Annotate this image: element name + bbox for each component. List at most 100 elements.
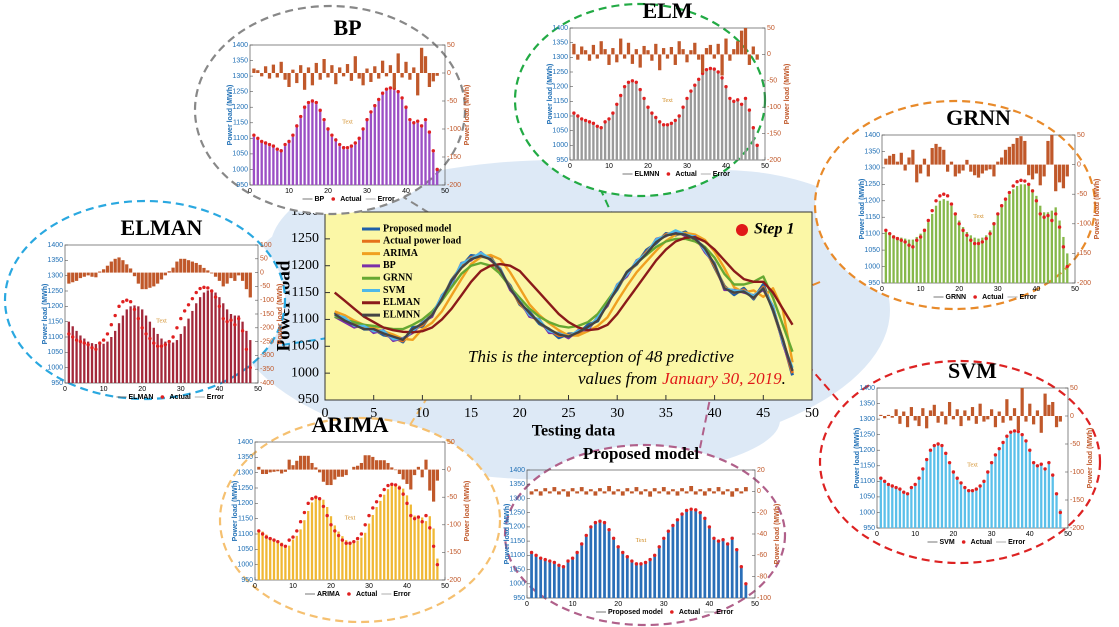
forecast-bar	[292, 137, 294, 185]
error-bar	[260, 73, 263, 76]
error-bar	[404, 62, 407, 73]
x-tick-label: 0	[568, 163, 572, 170]
actual-point	[982, 480, 985, 483]
sub-chart: SVM9501000105011001150120012501300135014…	[820, 358, 1100, 563]
error-bar	[562, 489, 566, 491]
actual-point	[311, 99, 314, 102]
actual-point	[1028, 449, 1031, 452]
x-tick-label: 0	[253, 583, 257, 590]
x-tick-label: 50	[1071, 286, 1079, 293]
error-bar	[990, 409, 993, 416]
actual-point	[990, 461, 993, 464]
actual-point	[214, 295, 217, 298]
y2-tick-label: -60	[757, 552, 767, 559]
actual-point	[900, 239, 903, 242]
forecast-bar	[576, 552, 579, 598]
forecast-bar	[667, 530, 670, 598]
actual-point	[210, 289, 213, 292]
y-tick-label: 1150	[510, 538, 525, 545]
forecast-bar	[99, 344, 101, 383]
actual-point	[888, 232, 891, 235]
actual-point	[400, 96, 403, 99]
actual-point	[412, 121, 415, 124]
x-tick-label: 30	[660, 601, 668, 608]
y2-tick-label: 0	[1070, 413, 1074, 420]
actual-point	[129, 300, 132, 303]
error-bar	[996, 162, 999, 165]
x-tick-label: 40	[722, 163, 730, 170]
x-tick-label: 50	[761, 163, 769, 170]
forecast-bar	[971, 491, 973, 528]
forecast-bar	[207, 290, 209, 383]
error-bar	[921, 408, 924, 416]
error-bar	[726, 489, 730, 491]
actual-point	[356, 537, 359, 540]
error-bar	[405, 470, 408, 484]
annotation-text: values from	[578, 369, 657, 388]
forecast-bar	[1040, 465, 1042, 528]
error-bar	[1032, 416, 1035, 424]
error-bar	[720, 54, 723, 75]
forecast-bar	[1025, 442, 1027, 528]
x-tick-label: 10	[605, 163, 613, 170]
actual-point	[71, 335, 74, 338]
actual-point	[596, 125, 599, 128]
error-bar	[400, 73, 403, 77]
actual-point	[548, 559, 551, 562]
actual-point	[1058, 225, 1061, 228]
actual-point	[152, 341, 155, 344]
y2-tick-label: -100	[757, 595, 771, 602]
actual-point	[276, 148, 279, 151]
forecast-bar	[983, 480, 985, 528]
forecast-bar	[288, 140, 290, 185]
forecast-bar	[164, 342, 166, 383]
sub-chart-title: GRNN	[946, 105, 1011, 130]
actual-point	[1062, 245, 1065, 248]
error-bar	[417, 467, 420, 470]
forecast-bar	[153, 328, 155, 383]
actual-point	[307, 502, 310, 505]
forecast-bar	[968, 489, 970, 528]
error-bar	[982, 416, 985, 422]
error-bar	[915, 165, 918, 183]
x-tick-label: 10	[285, 188, 293, 195]
forecast-bar	[990, 461, 992, 528]
error-bar	[428, 73, 431, 87]
error-bar	[1059, 416, 1062, 422]
actual-point	[1013, 429, 1016, 432]
error-bar	[83, 273, 86, 277]
actual-point	[402, 492, 405, 495]
error-bar	[965, 160, 968, 165]
error-bar	[202, 268, 205, 273]
y2-tick-label: -40	[757, 531, 767, 538]
actual-point	[887, 483, 890, 486]
error-bar	[420, 48, 423, 73]
y-axis-label: Power load (MWh)	[547, 64, 554, 125]
forecast-bar	[406, 495, 408, 580]
error-bar	[381, 61, 384, 73]
sub-chart: ELMAN95010001050110011501200125013001350…	[5, 201, 285, 401]
y-tick-label: 1050	[864, 247, 880, 254]
error-bar	[611, 48, 614, 54]
y-tick-label: 1050	[291, 339, 319, 354]
x-tick-label: 20	[327, 583, 335, 590]
actual-point	[721, 538, 724, 541]
forecast-bar	[428, 131, 430, 185]
error-bar	[303, 456, 306, 470]
y2-tick-label: 0	[1077, 161, 1081, 168]
actual-point	[94, 348, 97, 351]
actual-point	[394, 483, 397, 486]
forecast-bar	[981, 238, 983, 283]
error-bar	[360, 463, 363, 470]
error-bar	[986, 416, 989, 419]
actual-point	[903, 240, 906, 243]
forecast-bar	[617, 547, 620, 598]
error-bar	[1042, 165, 1045, 177]
actual-point	[288, 538, 291, 541]
y-tick-label: 1100	[510, 552, 525, 559]
forecast-bar	[581, 119, 583, 160]
forecast-bar	[662, 124, 664, 160]
error-bar	[904, 165, 907, 171]
error-bar	[160, 273, 163, 280]
actual-point	[67, 332, 70, 335]
